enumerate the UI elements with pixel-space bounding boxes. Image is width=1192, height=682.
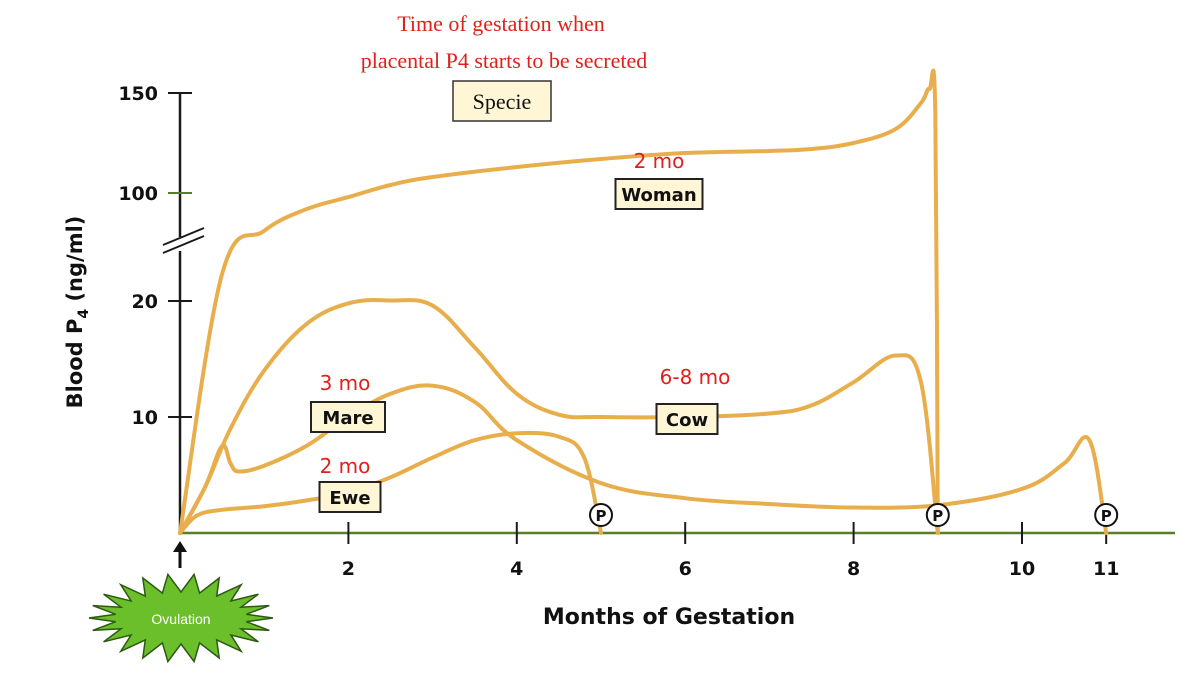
series-label-box-cow [655,403,719,435]
series-label-ewe: Ewe [329,488,370,509]
y-axis-label-main: Blood P [63,319,87,409]
x-axis-label: Months of Gestation [543,605,795,630]
series-labels: Woman 2 mo Cow 6-8 mo Mare 3 mo Ewe 2 mo [310,149,731,513]
x-tick-label: 8 [847,558,860,580]
parturition-marker-label: P [596,507,607,525]
x-tick-label: 10 [1009,558,1035,580]
series-line-ewe [178,430,603,535]
y-ticks: 10 20 100 150 [118,83,192,429]
y-tick-label: 150 [118,83,158,105]
ovulation-arrow [173,541,187,568]
parturition-marker-icon [925,503,950,527]
placental-onset-ewe: 2 mo [320,454,371,478]
parturition-marker-icon [589,503,613,527]
chart-title-line-1: Time of gestation when [397,11,605,36]
x-tick-label: 4 [510,558,523,580]
x-tick-label: 6 [679,558,692,580]
x-tick-label: 11 [1093,558,1119,580]
y-axis-label: Blood P4 (ng/ml) [63,216,92,409]
series-label-box-ewe [318,481,382,513]
x-tick-label: 2 [342,558,355,580]
series-line-cow [178,298,940,535]
series-line-mare [178,383,1109,535]
series-label-box-woman [614,178,704,210]
placental-onset-woman: 2 mo [634,149,685,173]
y-axis-label-subscript: 4 [76,309,92,319]
specie-legend-text: Specie [473,89,532,114]
specie-legend-box: Specie [452,80,552,122]
series-label-woman: Woman [621,185,696,206]
parturition-marker-icon [1094,503,1119,527]
placental-onset-cow: 6-8 mo [660,365,731,389]
y-tick-label: 20 [132,291,158,313]
x-ticks: 2 4 6 8 10 11 [342,522,1119,580]
ovulation-label: Ovulation [151,611,210,627]
parturition-marker-label: P [932,507,943,525]
parturition-marker-label: P [1101,507,1112,525]
y-axis-label-unit: (ng/ml) [63,216,87,309]
series-line-woman [178,68,940,535]
ovulation-starburst-icon [88,572,274,664]
series-label-mare: Mare [322,408,373,429]
y-tick-label: 10 [132,407,158,429]
series-curves [178,68,1109,535]
series-label-box-mare [310,401,386,433]
y-tick-label: 100 [118,183,158,205]
y-axis-break-mark [162,227,205,254]
series-label-cow: Cow [666,410,708,431]
chart-title-line-2: placental P4 starts to be secreted [361,48,648,73]
placental-onset-mare: 3 mo [320,371,371,395]
